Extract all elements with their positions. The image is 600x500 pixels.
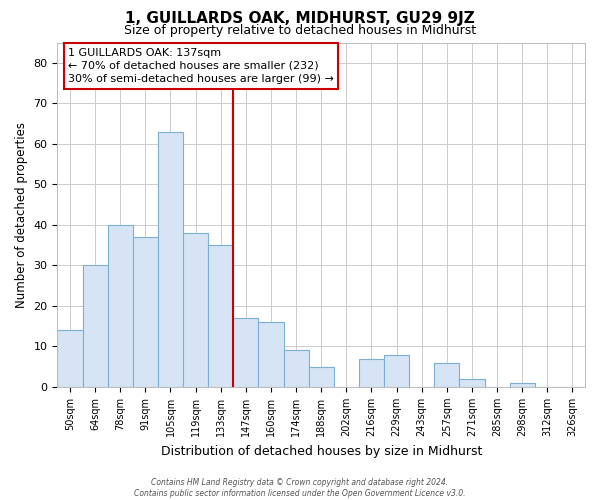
Bar (359, 358, 384, 387)
Text: 1 GUILLARDS OAK: 137sqm
← 70% of detached houses are smaller (232)
30% of semi-d: 1 GUILLARDS OAK: 137sqm ← 70% of detache… (68, 48, 334, 84)
Bar (107, 225, 133, 387)
Text: 1, GUILLARDS OAK, MIDHURST, GU29 9JZ: 1, GUILLARDS OAK, MIDHURST, GU29 9JZ (125, 11, 475, 26)
Text: Contains HM Land Registry data © Crown copyright and database right 2024.
Contai: Contains HM Land Registry data © Crown c… (134, 478, 466, 498)
Y-axis label: Number of detached properties: Number of detached properties (15, 122, 28, 308)
Bar (83, 266, 107, 387)
Text: Size of property relative to detached houses in Midhurst: Size of property relative to detached ho… (124, 24, 476, 37)
Bar (158, 132, 183, 387)
Bar (384, 354, 409, 387)
Bar (183, 233, 208, 387)
Bar (434, 362, 460, 387)
Bar (460, 379, 485, 387)
Bar (208, 245, 233, 387)
Bar (509, 383, 535, 387)
X-axis label: Distribution of detached houses by size in Midhurst: Distribution of detached houses by size … (161, 444, 482, 458)
Bar (308, 366, 334, 387)
Bar (58, 330, 83, 387)
Bar (259, 322, 284, 387)
Bar (133, 237, 158, 387)
Bar (233, 318, 259, 387)
Bar (284, 350, 308, 387)
